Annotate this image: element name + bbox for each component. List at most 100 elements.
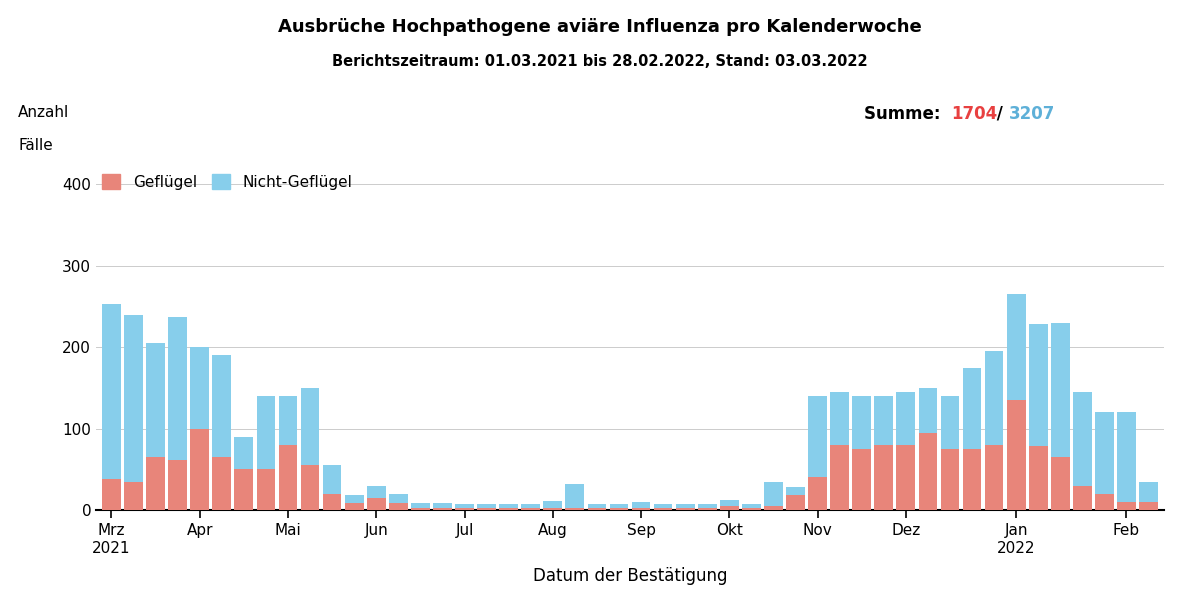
Bar (808, 396, 827, 478)
Bar (191, 347, 209, 428)
Bar (1096, 494, 1114, 510)
Text: Summe:: Summe: (864, 105, 947, 123)
Bar (234, 469, 253, 510)
Bar (344, 496, 364, 503)
Bar (323, 494, 342, 510)
Bar (985, 445, 1003, 510)
Bar (764, 506, 782, 510)
Bar (962, 367, 982, 449)
Bar (742, 508, 761, 510)
Bar (896, 445, 916, 510)
Bar (301, 388, 319, 465)
Bar (1139, 502, 1158, 510)
Bar (433, 503, 452, 508)
Bar (918, 433, 937, 510)
Bar (588, 508, 606, 510)
Bar (742, 504, 761, 508)
Bar (367, 498, 385, 510)
Bar (344, 503, 364, 510)
Bar (852, 396, 871, 449)
Bar (455, 508, 474, 510)
Bar (610, 504, 629, 508)
Bar (875, 445, 893, 510)
Bar (102, 304, 121, 479)
Bar (1073, 485, 1092, 510)
Bar (985, 351, 1003, 445)
Bar (1117, 412, 1136, 502)
Bar (478, 504, 496, 508)
Bar (1007, 294, 1026, 400)
Bar (1051, 457, 1069, 510)
Bar (830, 392, 850, 445)
Bar (918, 388, 937, 433)
Bar (896, 392, 916, 445)
Bar (212, 457, 232, 510)
Bar (941, 449, 959, 510)
Bar (521, 504, 540, 508)
Bar (146, 343, 164, 457)
Bar (234, 437, 253, 469)
Bar (146, 457, 164, 510)
Bar (720, 506, 739, 510)
Bar (433, 508, 452, 510)
Bar (962, 449, 982, 510)
Bar (301, 465, 319, 510)
Bar (698, 508, 716, 510)
Bar (610, 508, 629, 510)
Bar (720, 500, 739, 506)
Text: Fälle: Fälle (18, 138, 53, 153)
Text: /: / (991, 105, 1009, 123)
Bar (278, 396, 298, 445)
Bar (455, 504, 474, 508)
Bar (875, 396, 893, 445)
Bar (124, 481, 143, 510)
Bar (544, 508, 562, 510)
Bar (499, 504, 518, 508)
Bar (410, 508, 430, 510)
Bar (257, 469, 275, 510)
Bar (1028, 325, 1048, 446)
Legend: Geflügel, Nicht-Geflügel: Geflügel, Nicht-Geflügel (96, 168, 359, 196)
Bar (478, 508, 496, 510)
Bar (631, 502, 650, 508)
Bar (654, 504, 672, 508)
Bar (212, 355, 232, 457)
Bar (786, 496, 805, 510)
Bar (1139, 481, 1158, 502)
Bar (168, 460, 187, 510)
Bar (1073, 392, 1092, 485)
Bar (698, 504, 716, 508)
Bar (191, 428, 209, 510)
Bar (830, 445, 850, 510)
Bar (852, 449, 871, 510)
Bar (654, 508, 672, 510)
Bar (544, 501, 562, 508)
Text: Berichtszeitraum: 01.03.2021 bis 28.02.2022, Stand: 03.03.2022: Berichtszeitraum: 01.03.2021 bis 28.02.2… (332, 54, 868, 69)
Bar (565, 484, 584, 508)
Bar (124, 314, 143, 481)
Bar (102, 479, 121, 510)
Text: Anzahl: Anzahl (18, 105, 70, 120)
Bar (808, 478, 827, 510)
Bar (941, 396, 959, 449)
Bar (565, 508, 584, 510)
Bar (676, 504, 695, 508)
Bar (389, 494, 408, 503)
Bar (1007, 400, 1026, 510)
Bar (764, 481, 782, 506)
Bar (1117, 502, 1136, 510)
Bar (367, 485, 385, 498)
Text: Ausbrüche Hochpathogene aviäre Influenza pro Kalenderwoche: Ausbrüche Hochpathogene aviäre Influenza… (278, 18, 922, 36)
Bar (257, 396, 275, 469)
Bar (168, 317, 187, 460)
Bar (588, 504, 606, 508)
Bar (786, 487, 805, 496)
Bar (631, 508, 650, 510)
Text: 1704: 1704 (952, 105, 998, 123)
Bar (410, 503, 430, 508)
X-axis label: Datum der Bestätigung: Datum der Bestätigung (533, 567, 727, 585)
Bar (521, 508, 540, 510)
Bar (278, 445, 298, 510)
Bar (323, 465, 342, 494)
Bar (676, 508, 695, 510)
